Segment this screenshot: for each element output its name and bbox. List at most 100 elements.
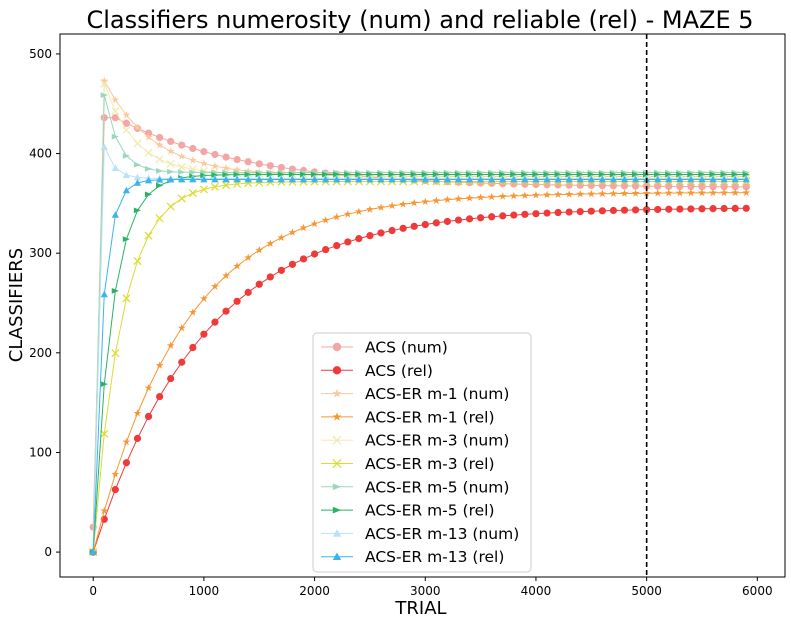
data-point: [576, 171, 584, 178]
data-point: [720, 183, 728, 191]
data-point: [676, 182, 684, 191]
data-point: [233, 175, 241, 183]
y-tick-label: 200: [29, 346, 52, 360]
data-point: [122, 171, 131, 178]
data-point: [122, 437, 131, 446]
data-point: [89, 548, 97, 555]
data-point: [133, 123, 142, 131]
data-point: [111, 114, 119, 122]
legend-item: ACS-ER m-3 (rel): [321, 455, 495, 473]
data-point: [587, 207, 595, 215]
data-point: [676, 171, 684, 178]
data-point: [631, 175, 640, 183]
data-point: [742, 171, 750, 178]
data-point: [100, 381, 108, 388]
y-tick-label: 0: [44, 545, 52, 559]
data-point: [554, 190, 562, 198]
data-point: [631, 182, 640, 190]
data-point: [111, 95, 120, 104]
data-point: [222, 271, 230, 279]
data-point: [510, 175, 518, 183]
legend-label: ACS-ER m-1 (rel): [365, 408, 495, 426]
x-tick-label: 2000: [299, 584, 330, 598]
data-point: [122, 119, 131, 127]
data-point: [554, 171, 562, 178]
data-point: [244, 175, 252, 183]
data-point: [687, 171, 695, 178]
data-point: [576, 190, 585, 198]
data-point: [421, 171, 429, 178]
data-point: [720, 188, 729, 197]
data-point: [233, 262, 241, 270]
data-point: [133, 173, 142, 181]
data-point: [720, 175, 728, 183]
data-point: [554, 181, 562, 189]
legend-item: ACS-ER m-1 (num): [321, 385, 509, 403]
data-point: [443, 171, 452, 178]
data-point: [288, 171, 297, 178]
data-point: [521, 210, 529, 218]
data-point: [288, 228, 297, 236]
data-point: [443, 217, 452, 226]
data-point: [144, 412, 153, 421]
chart-title: Classifiers numerosity (num) and reliabl…: [86, 6, 753, 34]
legend-item: ACS-ER m-5 (num): [321, 478, 509, 496]
data-point: [399, 224, 407, 232]
data-point: [155, 155, 164, 164]
data-point: [100, 290, 108, 298]
data-point: [388, 171, 396, 178]
data-point: [266, 171, 274, 178]
data-point: [731, 171, 739, 178]
data-point: [133, 139, 142, 148]
data-point: [244, 253, 253, 261]
data-point: [653, 189, 662, 197]
data-point: [476, 193, 485, 201]
data-point: [432, 219, 440, 227]
data-point: [521, 175, 529, 183]
data-point: [410, 222, 418, 230]
legend-label: ACS-ER m-13 (num): [365, 525, 519, 543]
data-point: [299, 175, 308, 183]
data-point: [354, 207, 363, 215]
data-point: [100, 506, 109, 515]
data-point: [487, 192, 496, 201]
data-point: [454, 171, 463, 178]
data-point: [266, 175, 274, 183]
x-tick-label: 0: [89, 584, 97, 598]
x-tick-label: 4000: [521, 584, 552, 598]
y-axis: 0 100 200 300 400 500: [29, 47, 60, 559]
data-point: [665, 205, 673, 213]
data-point: [322, 171, 330, 178]
data-point: [199, 294, 208, 302]
data-point: [698, 182, 706, 191]
data-point: [377, 175, 385, 183]
data-point: [122, 236, 131, 243]
data-point: [111, 470, 120, 478]
data-point: [277, 233, 286, 241]
data-point: [188, 308, 197, 316]
data-point: [587, 175, 595, 183]
data-point: [355, 171, 363, 178]
data-point: [742, 175, 750, 183]
data-point: [111, 486, 119, 494]
data-point: [133, 434, 142, 443]
data-point: [465, 175, 474, 183]
data-point: [698, 171, 706, 178]
legend-item: ACS-ER m-13 (num): [321, 525, 519, 543]
data-point: [100, 76, 109, 85]
data-point: [454, 194, 463, 203]
data-point: [465, 171, 474, 178]
data-point: [410, 198, 419, 207]
data-point: [477, 214, 485, 222]
data-point: [167, 168, 175, 175]
data-point: [233, 165, 241, 174]
data-point: [111, 211, 119, 218]
data-point: [111, 288, 119, 294]
data-point: [144, 383, 153, 392]
data-point: [687, 188, 695, 197]
x-tick-label: 5000: [631, 584, 662, 598]
legend-label: ACS-ER m-5 (num): [365, 478, 509, 496]
data-point: [687, 182, 695, 191]
data-point: [377, 229, 385, 237]
